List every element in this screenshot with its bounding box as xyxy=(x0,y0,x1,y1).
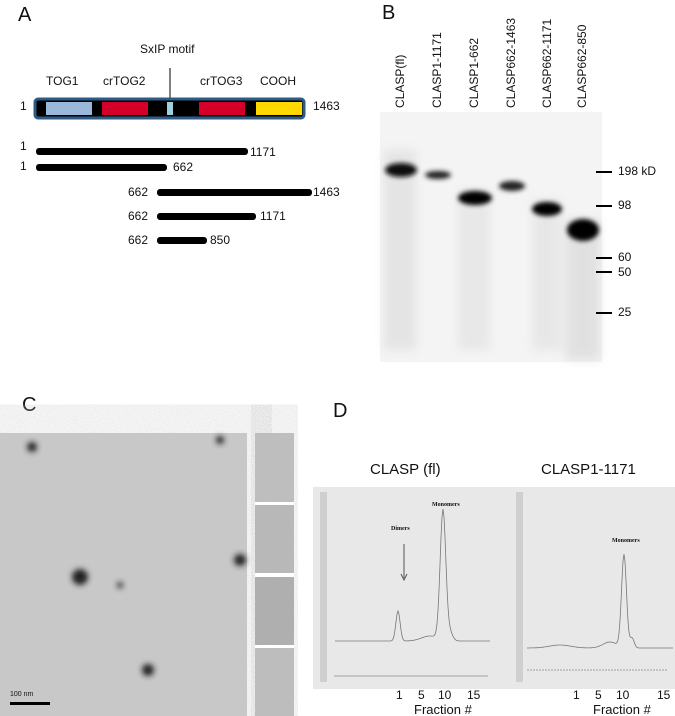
chart-title: CLASP (fl) xyxy=(370,461,441,478)
x-tick: 5 xyxy=(595,688,602,702)
gel-band xyxy=(499,181,525,191)
chart-background xyxy=(313,487,675,689)
construct-bar-1-1171 xyxy=(36,148,248,155)
x-tick: 1 xyxy=(573,688,580,702)
gel-background xyxy=(380,112,602,362)
gel-band xyxy=(567,219,599,241)
chromatogram-trace-fl xyxy=(335,509,490,642)
gel-band xyxy=(532,202,562,216)
construct-bar-1-662 xyxy=(36,164,167,171)
x-axis-label: Fraction # xyxy=(593,702,651,716)
construct-start: 1 xyxy=(20,139,27,153)
domain-label-cooh: COOH xyxy=(260,74,296,88)
annotation-monomers: Monomers xyxy=(432,502,460,508)
panel-label-b: B xyxy=(382,2,396,24)
scale-bar-label: 100 nm xyxy=(10,691,34,698)
construct-end: 1171 xyxy=(250,145,276,159)
construct-end: 850 xyxy=(210,233,231,247)
gel-band xyxy=(425,171,451,179)
gel-band xyxy=(385,163,417,177)
x-tick: 15 xyxy=(467,688,481,702)
domain-cooh xyxy=(256,102,302,115)
annotation-dimers: Dimers xyxy=(391,526,410,532)
domain-label-tog1: TOG1 xyxy=(46,74,79,88)
x-tick: 10 xyxy=(438,688,452,702)
x-tick: 1 xyxy=(396,688,403,702)
annotation-monomers: Monomers xyxy=(612,538,640,544)
domain-start: 1 xyxy=(20,99,27,113)
gel-band xyxy=(458,191,492,205)
domain-crtog3 xyxy=(199,102,245,115)
domain-label-crtog2: crTOG2 xyxy=(103,74,146,88)
construct-start: 662 xyxy=(128,185,149,199)
x-tick: 5 xyxy=(418,688,425,702)
domain-crtog2 xyxy=(102,102,148,115)
x-axis-label: Fraction # xyxy=(414,702,472,716)
construct-bar-662-850 xyxy=(157,237,207,244)
construct-start: 1 xyxy=(20,159,27,173)
marker-label: 198 kD xyxy=(618,164,657,178)
panel-label-d: D xyxy=(333,400,348,422)
chart-title: CLASP1-1171 xyxy=(541,461,636,478)
construct-end: 662 xyxy=(173,160,194,174)
construct-start: 662 xyxy=(128,209,149,223)
arrow-head xyxy=(400,573,408,582)
construct-bar-662-1171 xyxy=(157,213,256,220)
marker-label: 98 xyxy=(618,198,632,212)
construct-end: 1171 xyxy=(260,209,286,223)
scale-bar xyxy=(10,702,50,705)
marker-label: 60 xyxy=(618,250,632,264)
construct-bar-662-1463 xyxy=(157,189,312,196)
chromatogram-trace-1-1171 xyxy=(527,554,673,649)
domain-sxip xyxy=(167,102,173,115)
domain-label-crtog3: crTOG3 xyxy=(200,74,243,88)
domain-tog1 xyxy=(46,102,92,115)
x-tick: 15 xyxy=(657,688,671,702)
domain-end: 1463 xyxy=(313,99,340,113)
panel-label-c: C xyxy=(22,394,37,416)
construct-end: 1463 xyxy=(313,185,340,199)
marker-label: 50 xyxy=(618,265,632,279)
sxip-motif-label: SxIP motif xyxy=(140,42,195,56)
marker-label: 25 xyxy=(618,305,632,319)
panel-label-a: A xyxy=(18,4,32,26)
construct-start: 662 xyxy=(128,233,149,247)
x-tick: 10 xyxy=(616,688,630,702)
